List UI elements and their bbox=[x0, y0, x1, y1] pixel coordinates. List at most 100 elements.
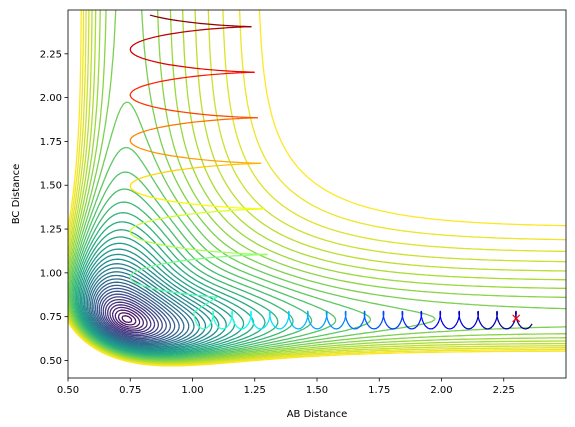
trajectory-segment bbox=[220, 255, 229, 258]
contour-level bbox=[88, 271, 195, 347]
trajectory-segment bbox=[143, 58, 149, 61]
trajectory-segment bbox=[164, 244, 172, 248]
trajectory-segment bbox=[162, 62, 170, 66]
trajectory-segment bbox=[150, 105, 157, 109]
trajectory-segment bbox=[157, 80, 164, 83]
trajectory-segment bbox=[168, 78, 176, 81]
trajectory-segment bbox=[204, 119, 212, 122]
trajectory-segment bbox=[140, 147, 146, 151]
trajectory-segment bbox=[169, 155, 177, 158]
trajectory-segment bbox=[188, 212, 197, 215]
trajectory-segment bbox=[214, 256, 223, 258]
trajectory-segment bbox=[216, 118, 224, 121]
trajectory-segment bbox=[175, 214, 184, 217]
contour-level bbox=[68, 10, 566, 365]
trajectory-segment bbox=[153, 35, 160, 38]
trajectory-segment bbox=[209, 296, 218, 298]
trajectory-segment bbox=[175, 155, 184, 158]
trajectory-segment bbox=[153, 151, 160, 155]
trajectory-segment bbox=[195, 212, 204, 215]
trajectory-segment bbox=[170, 169, 179, 172]
trajectory-segment bbox=[140, 38, 146, 42]
trajectory-segment bbox=[143, 149, 150, 152]
trajectory-segment bbox=[150, 264, 157, 267]
trajectory-segment bbox=[186, 258, 195, 261]
trajectory-segment bbox=[150, 196, 157, 199]
trajectory-segment bbox=[189, 167, 198, 169]
trajectory-segment bbox=[142, 130, 148, 133]
trajectory-segment bbox=[139, 85, 145, 88]
trajectory-segment bbox=[215, 210, 223, 213]
trajectory-segment bbox=[143, 83, 149, 87]
y-tick-label: 0.50 bbox=[40, 356, 62, 367]
trajectory-segment bbox=[155, 197, 163, 201]
trajectory-segment bbox=[141, 103, 147, 106]
trajectory-segment bbox=[138, 268, 143, 271]
trajectory-segment bbox=[212, 205, 221, 208]
trajectory-segment bbox=[200, 22, 208, 25]
trajectory-segment bbox=[206, 204, 215, 207]
trajectory-segment bbox=[188, 21, 196, 24]
contour-level bbox=[75, 221, 266, 356]
trajectory-segment bbox=[206, 23, 214, 26]
trajectory-segment bbox=[200, 257, 209, 260]
trajectory-segment bbox=[162, 289, 170, 293]
trajectory-segment bbox=[190, 112, 199, 115]
contour-level bbox=[73, 201, 294, 357]
contour-level bbox=[98, 290, 167, 340]
trajectory-segment bbox=[147, 82, 154, 86]
trajectory-segment bbox=[138, 283, 144, 287]
trajectory-segment bbox=[182, 156, 190, 159]
trajectory-segment bbox=[188, 293, 197, 296]
x-axis-ticks: 0.50 0.75 1.00 1.25 1.50 1.75 2.00 2.25 bbox=[57, 378, 515, 396]
trajectory-segment bbox=[177, 246, 186, 250]
trajectory-segment bbox=[149, 173, 156, 177]
trajectory-segment bbox=[155, 126, 162, 129]
trajectory-segment bbox=[170, 19, 178, 22]
trajectory-segment bbox=[168, 63, 176, 67]
contour-level bbox=[78, 236, 245, 354]
x-tick-label: 0.50 bbox=[57, 385, 79, 396]
contour-level bbox=[68, 10, 566, 363]
trajectory-segment bbox=[172, 123, 180, 126]
trajectory-segment bbox=[180, 76, 188, 79]
trajectory-segment bbox=[173, 260, 182, 263]
trajectory-segment bbox=[197, 249, 206, 252]
y-tick-label: 1.50 bbox=[40, 181, 62, 192]
trajectory-segment bbox=[204, 68, 213, 71]
y-axis-label: BC Distance bbox=[11, 164, 22, 225]
trajectory-segment bbox=[166, 124, 174, 127]
trajectory-segment bbox=[169, 32, 177, 35]
contour-level bbox=[79, 242, 236, 353]
trajectory-segment bbox=[183, 247, 192, 250]
trajectory-segment bbox=[193, 258, 202, 260]
trajectory-segment bbox=[201, 159, 210, 161]
trajectory-segment bbox=[173, 201, 181, 204]
trajectory-segment bbox=[147, 59, 154, 62]
trajectory-segment bbox=[211, 250, 219, 253]
trajectory-segment bbox=[217, 251, 226, 253]
trajectory-segment bbox=[137, 177, 142, 180]
trajectory-segment bbox=[192, 203, 201, 206]
trajectory-segment bbox=[181, 292, 190, 295]
trajectory-segment bbox=[140, 238, 146, 242]
contour-level bbox=[74, 212, 279, 357]
contour-level bbox=[96, 287, 172, 341]
trajectory-segment bbox=[158, 243, 166, 247]
trajectory-segment bbox=[210, 69, 218, 71]
trajectory-segment bbox=[182, 20, 190, 23]
contour-level bbox=[77, 229, 255, 355]
trajectory-segment bbox=[144, 174, 151, 178]
trajectory-segment bbox=[173, 77, 182, 80]
trajectory-segment bbox=[183, 167, 192, 170]
trajectory-segment bbox=[210, 119, 218, 122]
trajectory-segment bbox=[148, 150, 155, 153]
trajectory-segment bbox=[197, 113, 205, 116]
trajectory-segment bbox=[169, 215, 177, 218]
trajectory-segment bbox=[184, 111, 192, 114]
trajectory-segment bbox=[146, 128, 152, 132]
y-tick-label: 1.75 bbox=[40, 137, 62, 148]
trajectory-segment bbox=[158, 152, 165, 156]
trajectory-segment bbox=[199, 28, 207, 31]
